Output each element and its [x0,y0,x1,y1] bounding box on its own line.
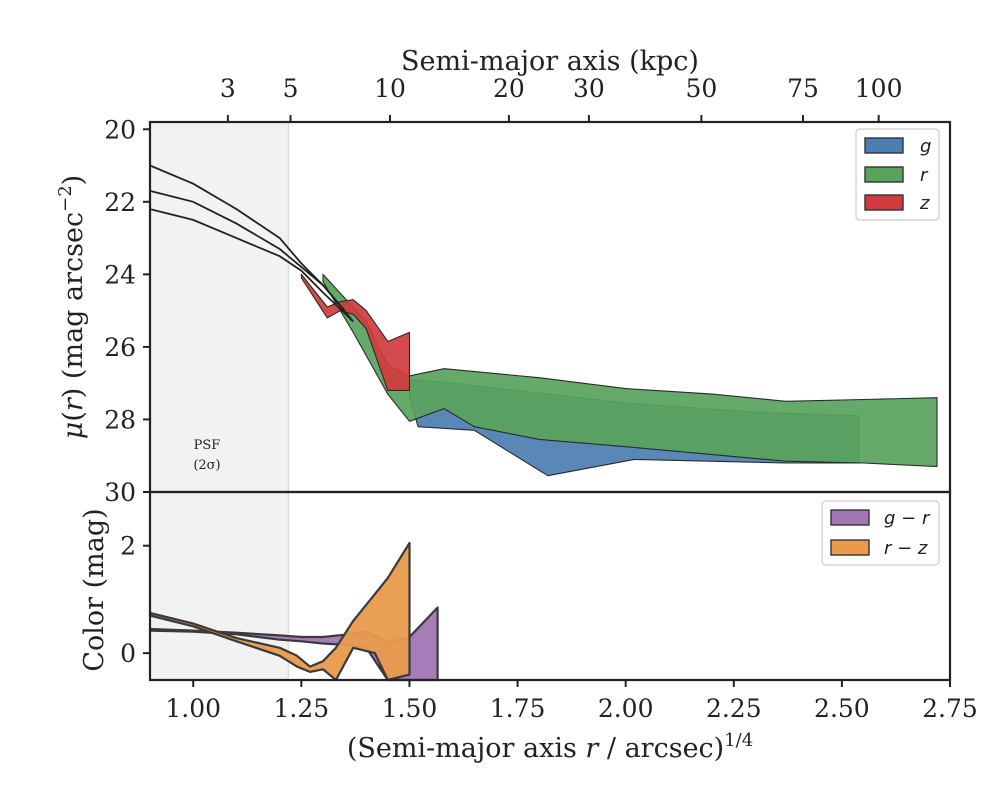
y-tick-label-top-30: 30 [104,478,136,507]
y-tick-label-bottom-2: 2 [120,532,136,561]
top-y-axis-label: μ(r) (mag arcsec−2) [55,175,89,439]
x-tick-label-1.00: 1.00 [165,694,221,723]
legend-label-r-z: r − z [884,538,928,559]
legend-label-g-r: g − r [884,508,931,529]
axis-ticks: 20 22 24 26 28 30 3 5 10 20 30 50 75 100 0 2 1.00 1.25 1.5… [104,74,978,723]
y-tick-label-top-28: 28 [104,405,136,434]
y-tick-label-bottom-0: 0 [120,639,136,668]
bottom-y-axis-label: Color (mag) [79,508,110,671]
surface-brightness-areas [300,273,938,477]
y-tick-label-top-20: 20 [104,115,136,144]
x-tick-label-1.75: 1.75 [490,694,546,723]
curve-psf-3 [149,208,354,323]
top-x-tick-label-3: 3 [220,74,236,103]
top-x-tick-label-75: 75 [787,74,819,103]
y-tick-label-top-22: 22 [104,188,136,217]
psf-shaded-region-top [150,122,289,492]
psf-label: PSF [194,438,221,453]
bottom-legend: g − r r − z [821,500,940,566]
top-x-tick-label-50: 50 [685,74,717,103]
bottom-panel-frame [148,490,952,682]
band-rz [148,541,411,682]
x-tick-label-2.50: 2.50 [814,694,870,723]
legend-swatch-g-r [830,509,870,526]
bottom-x-axis-label: (Semi-major axis r / arcsec)1/4 [347,730,753,764]
legend-swatch-z [864,194,904,211]
legend-swatch-g [864,137,904,154]
legend-label-z: z [919,193,930,214]
y-tick-label-top-26: 26 [104,333,136,362]
psf-label-sigma: (2σ) [193,458,220,473]
legend-swatch-r [864,166,904,183]
x-tick-label-2.00: 2.00 [598,694,654,723]
legend-label-g: g [920,136,931,157]
top-x-tick-label-20: 20 [493,74,525,103]
x-tick-label-1.50: 1.50 [382,694,438,723]
legend-swatch-r-z [830,539,870,556]
top-x-tick-label-10: 10 [374,74,406,103]
x-tick-label-2.75: 2.75 [922,694,978,723]
band-r [322,273,938,468]
top-x-axis-label: Semi-major axis (kpc) [401,46,699,77]
curve-psf-2 [149,190,354,323]
top-legend: g r z [855,128,940,221]
band-z [300,273,411,391]
top-x-tick-label-100: 100 [855,74,903,103]
legend-label-r: r [920,165,929,186]
y-tick-label-top-24: 24 [104,260,136,289]
top-x-tick-label-30: 30 [573,74,605,103]
top-x-tick-label-5: 5 [283,74,299,103]
x-tick-label-1.25: 1.25 [274,694,330,723]
x-tick-label-2.25: 2.25 [706,694,762,723]
psf-model-curves [149,164,354,323]
